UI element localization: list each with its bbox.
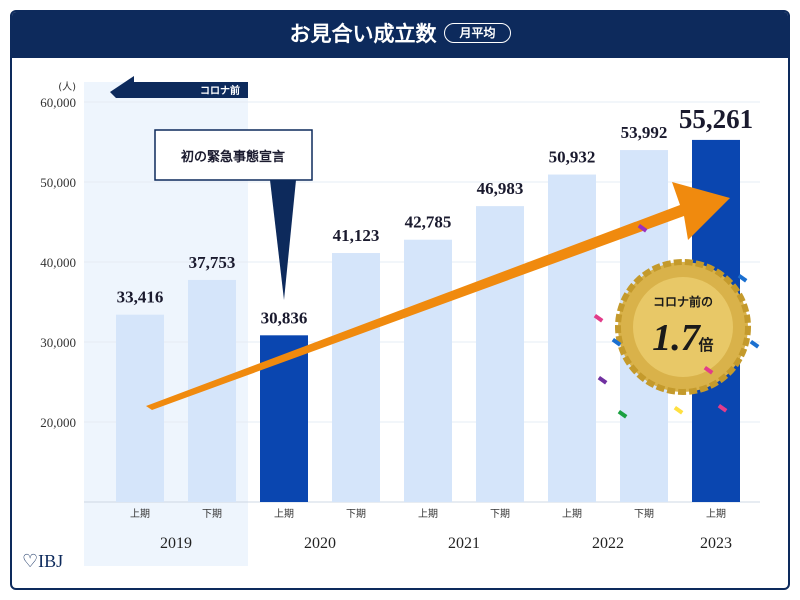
y-tick-label: 40,000 bbox=[40, 255, 76, 270]
x-tick-label: 下期 bbox=[490, 508, 510, 520]
x-tick-label: 上期 bbox=[274, 508, 294, 520]
x-tick-label: 上期 bbox=[130, 508, 150, 520]
confetti bbox=[637, 224, 648, 233]
data-label: 53,992 bbox=[621, 123, 668, 142]
confetti bbox=[737, 274, 748, 283]
pre-covid-label: コロナ前 bbox=[200, 84, 240, 97]
confetti bbox=[597, 375, 608, 385]
data-label: 41,123 bbox=[333, 226, 380, 245]
monthly-average-badge: 月平均 bbox=[444, 23, 511, 43]
emergency-callout bbox=[154, 129, 313, 181]
y-tick-label: 50,000 bbox=[40, 175, 76, 190]
data-label: 55,261 bbox=[679, 104, 753, 134]
data-label: 50,932 bbox=[549, 148, 596, 167]
year-label: 2021 bbox=[448, 535, 480, 552]
data-label: 42,785 bbox=[405, 213, 452, 232]
growth-arrow bbox=[146, 182, 730, 410]
callout-pointer bbox=[270, 180, 296, 300]
bar bbox=[548, 174, 596, 502]
y-axis-unit: (人) bbox=[58, 81, 76, 93]
confetti bbox=[611, 337, 622, 347]
confetti bbox=[617, 409, 628, 419]
medal-top-text: コロナ前の bbox=[653, 294, 713, 309]
ibj-logo: ♡IBJ bbox=[22, 551, 63, 571]
x-tick-label: 上期 bbox=[418, 508, 438, 520]
y-tick-label: 60,000 bbox=[40, 95, 76, 110]
medal-value: 1.7 bbox=[652, 317, 702, 359]
data-label: 33,416 bbox=[117, 288, 164, 307]
header: お見合い成立数 月平均 bbox=[12, 12, 788, 58]
x-tick-label: 下期 bbox=[202, 508, 222, 520]
x-tick-label: 下期 bbox=[346, 508, 366, 520]
bar bbox=[332, 253, 380, 502]
confetti bbox=[717, 403, 728, 413]
medal-unit: 倍 bbox=[698, 336, 713, 354]
bar bbox=[476, 206, 524, 503]
year-label: 2020 bbox=[304, 535, 336, 552]
confetti bbox=[749, 340, 760, 349]
data-label: 46,983 bbox=[477, 179, 524, 198]
x-tick-label: 上期 bbox=[706, 508, 726, 520]
confetti bbox=[703, 366, 714, 375]
year-label: 2023 bbox=[700, 535, 732, 552]
pre-covid-arrow bbox=[110, 76, 248, 98]
x-tick-label: 上期 bbox=[562, 508, 582, 520]
chart-title: お見合い成立数 bbox=[289, 22, 437, 46]
bar bbox=[404, 239, 452, 502]
data-label: 30,836 bbox=[261, 308, 308, 327]
confetti bbox=[593, 313, 604, 323]
data-label: 37,753 bbox=[189, 253, 236, 272]
year-label: 2019 bbox=[160, 535, 192, 552]
y-tick-label: 20,000 bbox=[40, 415, 76, 430]
confetti bbox=[673, 406, 684, 415]
year-label: 2022 bbox=[592, 535, 624, 552]
y-tick-label: 30,000 bbox=[40, 335, 76, 350]
x-tick-label: 下期 bbox=[634, 508, 654, 520]
bar bbox=[116, 314, 164, 502]
emergency-label: 初の緊急事態宣言 bbox=[181, 149, 285, 165]
medal-inner bbox=[633, 277, 733, 377]
